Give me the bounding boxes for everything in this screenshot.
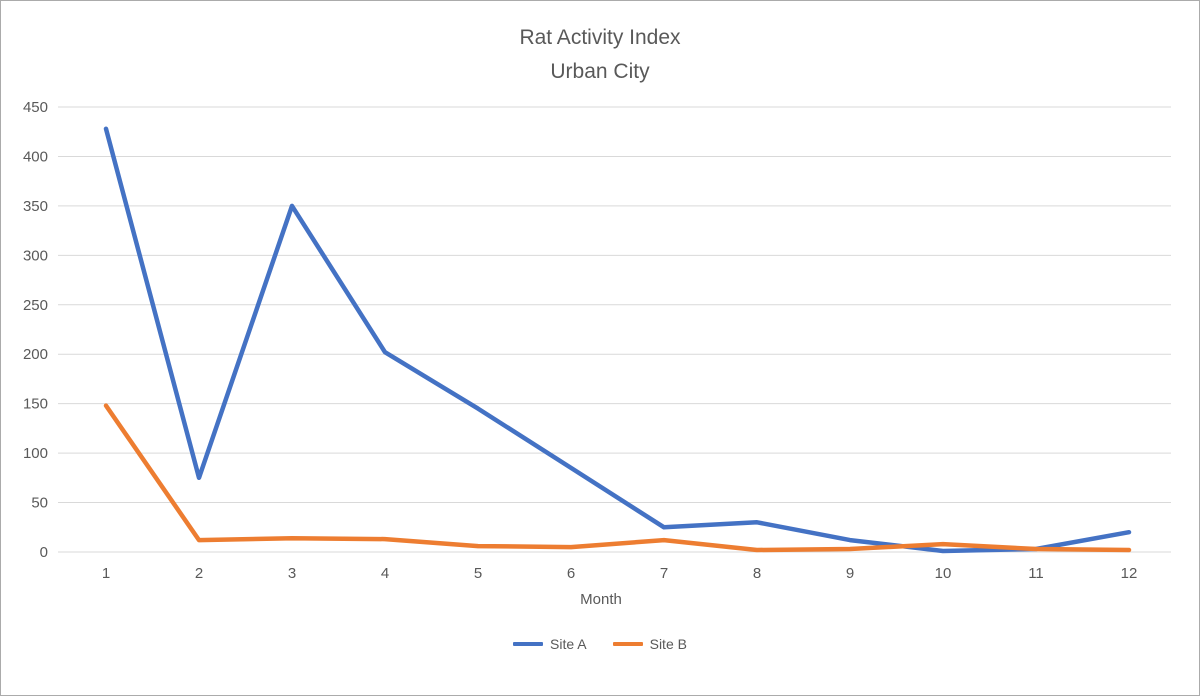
legend-item-site-b: Site B — [612, 636, 687, 652]
x-axis-tick-label: 7 — [660, 565, 668, 582]
chart-title: Rat Activity Index Urban City — [1, 21, 1199, 89]
x-axis-tick-label: 5 — [474, 565, 482, 582]
y-axis-tick-label: 450 — [23, 99, 48, 116]
chart-title-line2: Urban City — [550, 60, 650, 83]
x-axis-tick-label: 2 — [195, 565, 203, 582]
x-axis-tick-label: 10 — [935, 565, 952, 582]
y-axis-tick-label: 400 — [23, 148, 48, 165]
series-line-site-b — [103, 403, 1132, 553]
x-axis-tick-label: 6 — [567, 565, 575, 582]
x-axis-tick-label: 4 — [381, 565, 389, 582]
x-axis-tick-label: 11 — [1028, 565, 1044, 582]
y-axis-tick-label: 350 — [23, 198, 48, 215]
x-axis-tick-label: 12 — [1121, 565, 1138, 582]
y-axis-tick-label: 300 — [23, 247, 48, 264]
legend: Site A Site B — [1, 636, 1199, 652]
x-axis-tick-label: 3 — [288, 565, 296, 582]
series-line-site-a — [103, 126, 1132, 554]
chart-title-line1: Rat Activity Index — [519, 26, 681, 49]
x-axis-tick-label: 1 — [102, 565, 110, 582]
x-axis-tick-label: 9 — [846, 565, 854, 582]
legend-label-site-b: Site B — [649, 636, 687, 652]
y-axis-tick-label: 0 — [40, 544, 48, 561]
legend-label-site-a: Site A — [550, 636, 587, 652]
y-axis-tick-label: 100 — [23, 445, 48, 462]
x-axis-tick-label: 8 — [753, 565, 761, 582]
y-axis-tick-label: 250 — [23, 297, 48, 314]
x-axis-title: Month — [580, 591, 622, 608]
y-axis-tick-label: 50 — [31, 495, 48, 512]
site-b-line-swatch — [612, 642, 643, 646]
y-axis-tick-label: 200 — [23, 346, 48, 363]
y-axis-tick-label: 150 — [23, 396, 48, 413]
legend-item-site-a: Site A — [513, 636, 587, 652]
site-a-line-swatch — [513, 642, 544, 646]
